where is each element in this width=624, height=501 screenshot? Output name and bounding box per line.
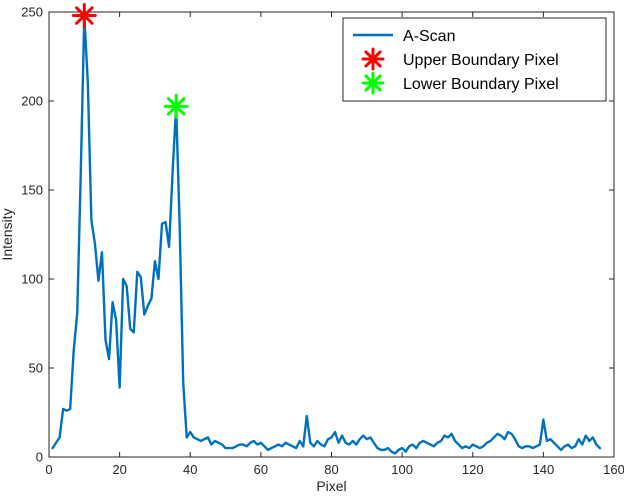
upper-boundary-pixel-marker [71, 3, 97, 29]
y-tick-label: 200 [21, 94, 43, 109]
plot-area [51, 3, 602, 455]
y-tick-label: 150 [21, 183, 43, 198]
y-axis-label: Intensity [0, 208, 15, 260]
legend-label-a-scan: A-Scan [403, 28, 455, 45]
x-tick-label: 0 [45, 462, 52, 477]
x-tick-label: 60 [254, 462, 268, 477]
legend-label-lower-boundary-pixel: Lower Boundary Pixel [403, 76, 559, 93]
y-tick-label: 250 [21, 5, 43, 20]
x-tick-label: 120 [462, 462, 484, 477]
a-scan-line [51, 14, 602, 455]
x-tick-label: 100 [391, 462, 413, 477]
x-tick-label: 80 [324, 462, 338, 477]
x-tick-label: 160 [603, 462, 624, 477]
y-tick-label: 50 [29, 361, 43, 376]
legend-label-upper-boundary-pixel: Upper Boundary Pixel [403, 52, 559, 69]
upper-boundary-pixel-marker-stroke [75, 6, 94, 25]
legend-swatch-upper-boundary-pixel [361, 47, 385, 71]
lower-boundary-pixel-marker-stroke [166, 97, 186, 116]
x-tick-label: 40 [183, 462, 197, 477]
x-tick-label: 140 [533, 462, 555, 477]
x-tick-label: 20 [112, 462, 126, 477]
lower-boundary-pixel-marker [163, 93, 189, 119]
legend-swatch-lower-boundary-pixel [361, 71, 385, 95]
legend-box [342, 17, 607, 102]
legend: A-Scan Upper Boundary Pixel Lower Boundary… [342, 17, 607, 102]
legend-swatch-lower-boundary-pixel-stroke [364, 74, 382, 92]
y-tick-label: 0 [36, 450, 43, 465]
x-axis-label: Pixel [316, 478, 346, 494]
y-tick-label: 100 [21, 272, 43, 287]
legend-swatch-upper-boundary-pixel-stroke [364, 50, 382, 68]
